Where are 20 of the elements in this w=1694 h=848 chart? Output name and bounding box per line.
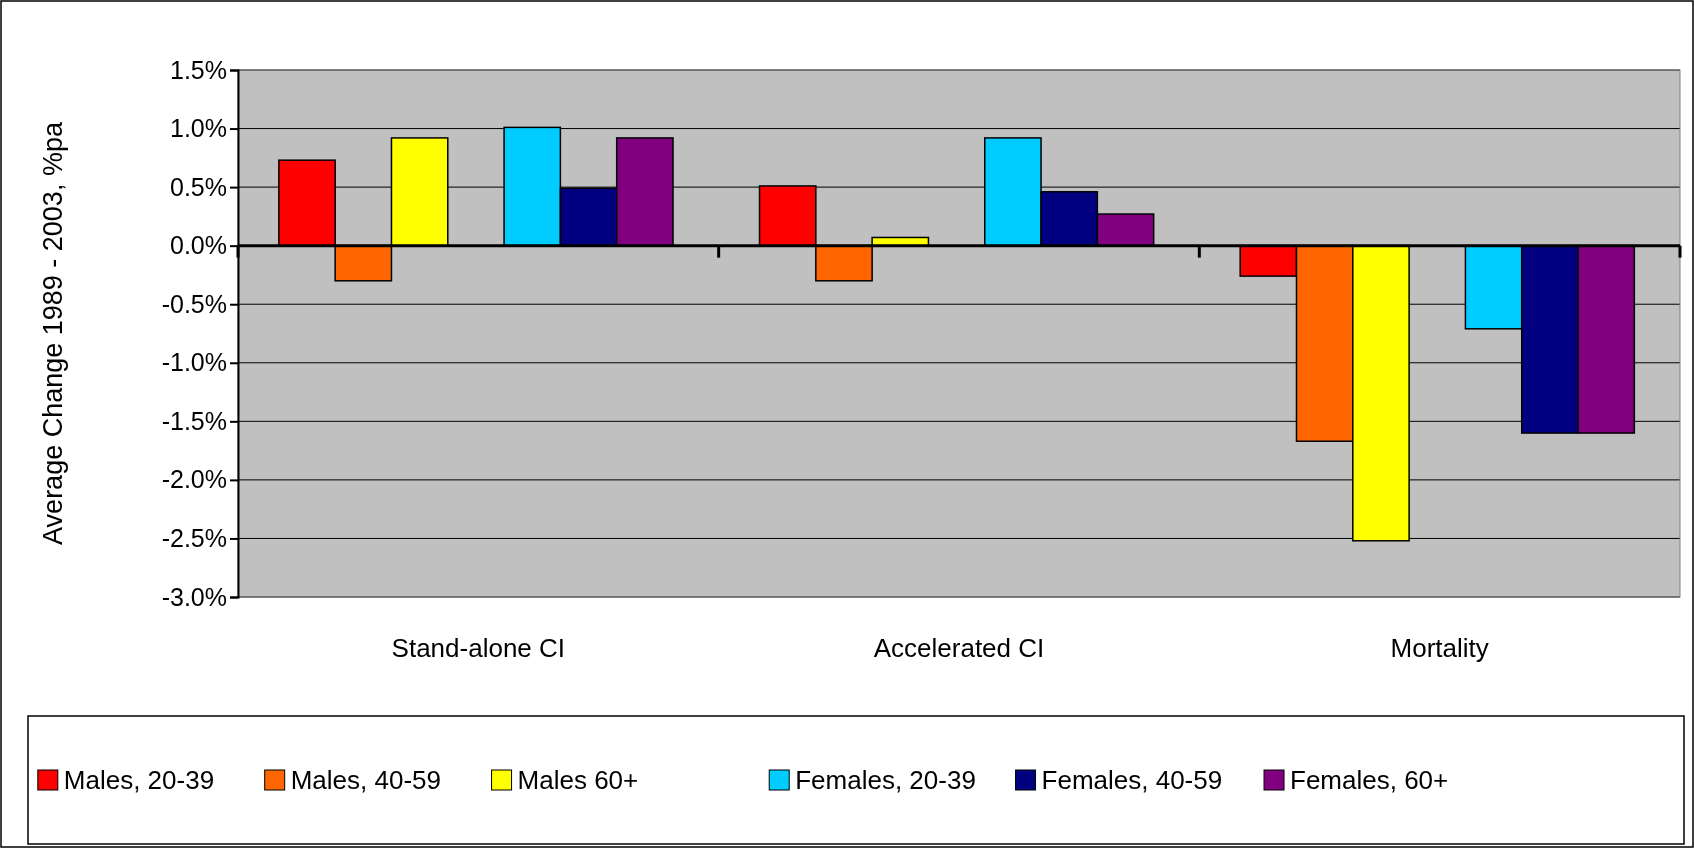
y-tick-label: 0.5% [170,172,227,201]
y-tick-label: -2.5% [161,523,227,552]
y-tick-label: -1.5% [161,406,227,435]
legend-label: Females, 40-59 [1041,765,1223,795]
x-tick-label: Mortality [1390,633,1489,663]
y-tick-label: 1.0% [170,114,227,143]
y-tick-label: 0.0% [170,231,227,260]
legend-label: Males, 20-39 [63,765,215,795]
y-axis-title: Average Change 1989 - 2003, %pa [38,121,68,545]
y-tick-label: -0.5% [161,289,227,318]
x-tick-label: Accelerated CI [873,633,1045,663]
legend-label: Females, 20-39 [795,765,976,795]
y-tick-label: -1.0% [161,348,227,377]
y-tick-label: 1.5% [170,55,227,84]
x-tick-label: Stand-alone CI [391,633,566,663]
y-tick-label: -2.0% [161,465,227,494]
legend-label: Males 60+ [517,765,639,795]
y-tick-label: -3.0% [161,582,227,611]
legend-label: Males, 40-59 [290,765,441,795]
legend-label: Females, 60+ [1290,765,1449,795]
